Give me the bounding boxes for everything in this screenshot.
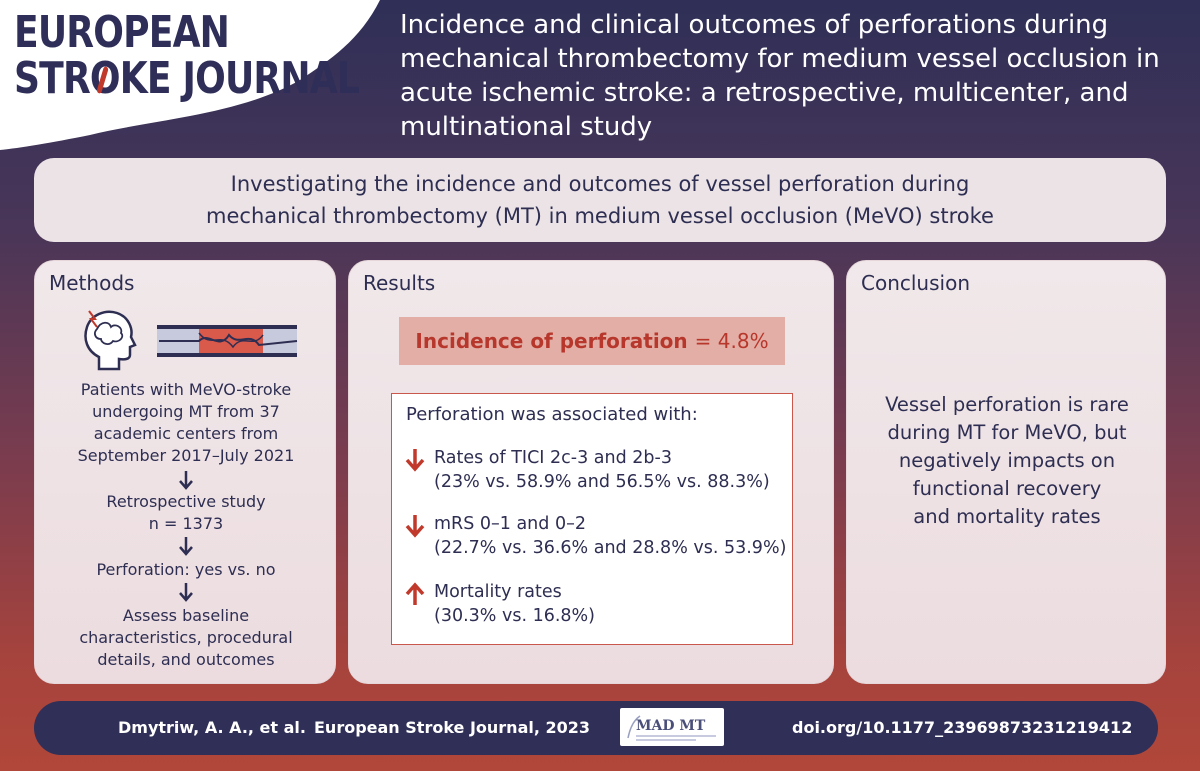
madmt-logo: MAD MT — [620, 708, 724, 746]
methods-step-patients: Patients with MeVO-stroke undergoing MT f… — [77, 380, 295, 465]
footer-journal: European Stroke Journal, 2023 — [314, 718, 591, 737]
methods-step-study: Retrospective study n = 1373 — [106, 492, 266, 533]
incidence-box: Incidence of perforation = 4.8% — [399, 317, 785, 365]
footer-doi: doi.org/10.1177_23969873231219412 — [792, 718, 1133, 737]
result-item-mortality: Mortality rates (30.3% vs. 16.8%) — [404, 580, 595, 628]
objective-banner: Investigating the incidence and outcomes… — [34, 158, 1166, 242]
citation-footer: Dmytriw, A. A., et al. European Stroke J… — [34, 701, 1158, 755]
arrow-down-icon — [405, 449, 425, 472]
arrow-up-icon — [405, 582, 425, 605]
arrow-down-icon — [179, 537, 193, 556]
methods-panel: Methods Patients with MeVO-stroke undergo… — [34, 260, 336, 684]
logo-background — [0, 0, 380, 150]
association-box: Perforation was associated with: Rates o… — [391, 393, 793, 645]
svg-text:MAD MT: MAD MT — [636, 718, 706, 734]
conclusion-panel: Conclusion Vessel perforation is rare dur… — [846, 260, 1166, 684]
results-heading: Results — [363, 271, 436, 295]
result-item-tici: Rates of TICI 2c-3 and 2b-3 (23% vs. 58.… — [404, 446, 770, 494]
methods-heading: Methods — [49, 271, 135, 295]
association-title: Perforation was associated with: — [406, 404, 698, 425]
conclusion-heading: Conclusion — [861, 271, 970, 295]
madmt-logo-icon: MAD MT — [627, 715, 716, 741]
methods-step-perforation: Perforation: yes vs. no — [96, 560, 276, 579]
conclusion-text: Vessel perforation is rare during MT for … — [885, 393, 1129, 528]
journal-logo: EUROPEAN STROKE JOURNAL — [14, 7, 360, 104]
footer-authors: Dmytriw, A. A., et al. — [118, 718, 306, 737]
results-panel: Results Incidence of perforation = 4.8% … — [348, 260, 834, 684]
methods-step-assess: Assess baseline characteristics, procedur… — [79, 606, 293, 669]
arrow-down-icon — [405, 515, 425, 538]
page-title: Incidence and clinical outcomes of perfo… — [400, 10, 1160, 142]
arrow-down-icon — [179, 471, 193, 490]
head-and-vessel-icon — [84, 310, 298, 371]
arrow-down-icon — [179, 583, 193, 602]
result-item-mrs: mRS 0–1 and 0–2 (22.7% vs. 36.6% and 28.… — [404, 512, 786, 560]
